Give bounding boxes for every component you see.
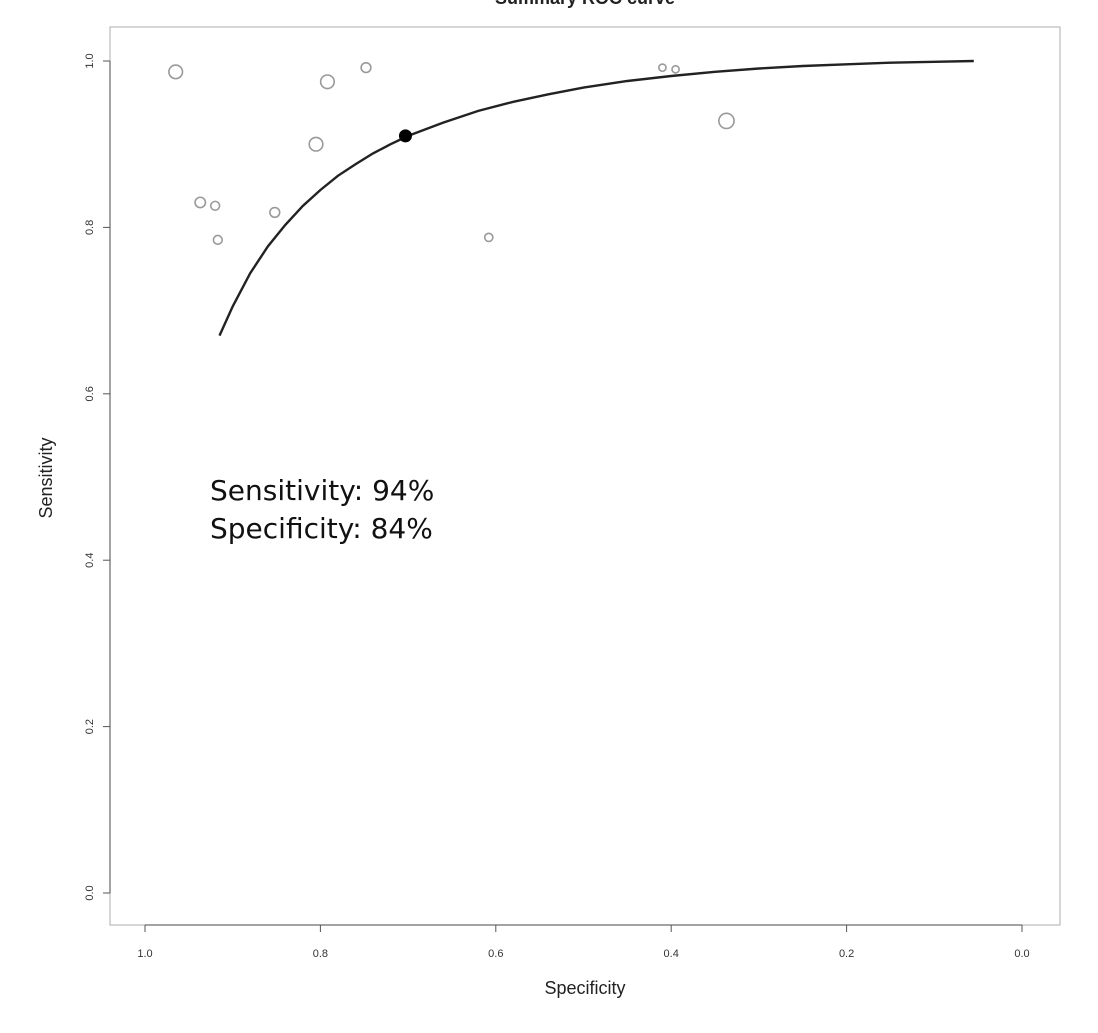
y-tick-label-5: 1.0	[84, 53, 96, 68]
x-tick-label-3: 0.4	[664, 948, 679, 960]
y-tick-label-1: 0.2	[84, 719, 96, 734]
study-point-8	[483, 232, 494, 243]
study-point-5	[308, 136, 324, 152]
annotation-sensitivity: Sensitivity: 94%	[210, 474, 434, 507]
y-axis-title: Sensitivity	[36, 437, 56, 518]
study-point-4	[269, 206, 281, 219]
y-tick-label-2: 0.4	[84, 553, 96, 568]
x-axis-title: Specificity	[544, 978, 625, 998]
study-point-11	[718, 112, 735, 130]
y-axis: 0.0 0.2 0.4 0.6 0.8 1.0	[84, 53, 111, 901]
y-tick-label-0: 0.0	[84, 885, 96, 900]
x-tick-label-5: 0.0	[1014, 948, 1029, 960]
chart-title: Summary ROC curve	[495, 0, 675, 8]
study-point-2	[209, 200, 221, 211]
study-point-6	[319, 74, 336, 90]
study-point-3	[212, 234, 223, 246]
y-tick-label-4: 0.8	[84, 220, 96, 235]
x-tick-label-1: 0.8	[313, 948, 328, 960]
study-point-9	[658, 63, 667, 73]
x-axis: 1.0 0.8 0.6 0.4 0.2 0.0	[137, 924, 1030, 960]
sroc-curve	[218, 59, 974, 337]
x-tick-label-2: 0.6	[488, 948, 503, 960]
y-tick-label-3: 0.6	[84, 386, 96, 401]
study-points	[168, 61, 735, 246]
study-point-0	[168, 64, 184, 80]
study-point-7	[360, 61, 372, 74]
study-point-1	[194, 196, 207, 209]
x-tick-label-4: 0.2	[839, 948, 854, 960]
annotation-specificity: Specificity: 84%	[210, 512, 433, 545]
study-point-10	[671, 64, 680, 74]
x-tick-label-0: 1.0	[137, 948, 152, 960]
summary-point	[398, 129, 412, 143]
